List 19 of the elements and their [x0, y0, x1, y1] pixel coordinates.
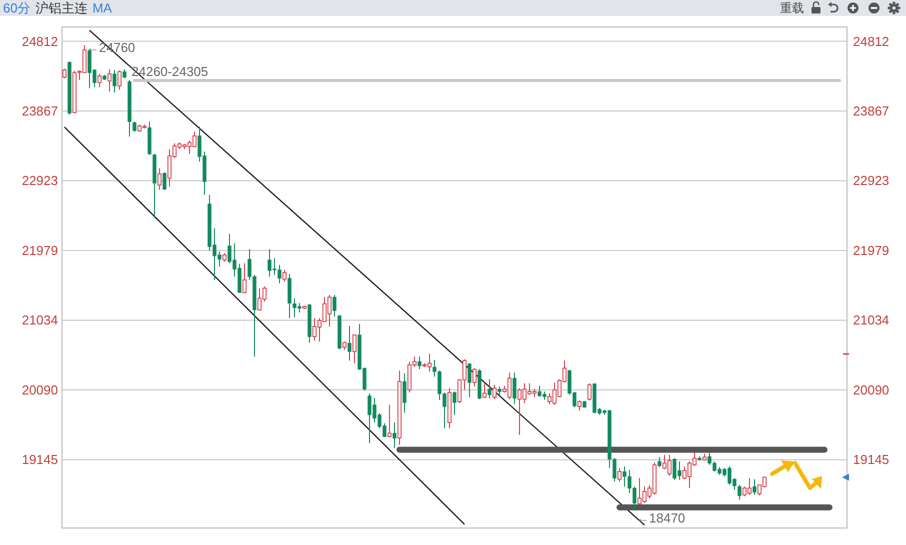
y-tick-label: 23867	[22, 104, 58, 119]
y-tick-label: 24812	[22, 34, 58, 49]
y-tick-label: 20090	[22, 382, 58, 398]
y2-tick-label: 19145	[853, 452, 890, 468]
y-tick-label: 21979	[22, 242, 58, 258]
y2-tick-label: 24812	[853, 34, 890, 49]
y-tick-label: 19145	[22, 452, 58, 468]
text: MA	[92, 0, 112, 16]
y2-tick-label: 23867	[853, 104, 890, 119]
y2-tick-label: 21034	[853, 312, 890, 328]
text: 60分	[3, 0, 30, 16]
chart-title: 沪铝主连	[35, 0, 88, 16]
annotation: ←18470	[636, 510, 686, 526]
y-tick-label: 21034	[22, 312, 58, 328]
text: 重载	[780, 1, 804, 15]
y2-tick-label: 20090	[853, 382, 890, 398]
y-tick-label: 22923	[22, 173, 58, 188]
y2-tick-label: 22923	[853, 173, 890, 188]
y2-tick-label: 21979	[853, 242, 890, 258]
